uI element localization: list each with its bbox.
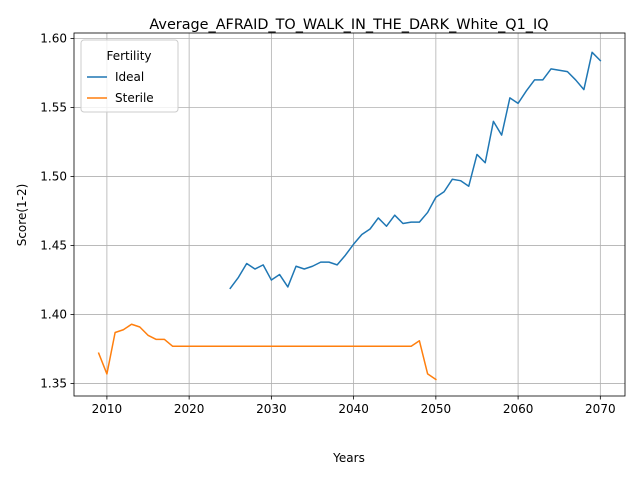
- legend-label-ideal: Ideal: [115, 70, 144, 84]
- series-line-ideal: [229, 51, 602, 290]
- y-tick-label-4: 1.55: [40, 101, 67, 115]
- series-line-sterile: [97, 323, 437, 381]
- y-tick-label-3: 1.50: [40, 170, 67, 184]
- y-tick-label-1: 1.40: [40, 308, 67, 322]
- x-axis-ticks: 2010 2020 2030 2040 2050 2060 2070: [92, 396, 616, 416]
- y-axis-ticks: 1.35 1.40 1.45 1.50 1.55 1.60: [40, 32, 74, 391]
- chart-title: Average_AFRAID_TO_WALK_IN_THE_DARK_White…: [149, 17, 548, 33]
- y-tick-label-0: 1.35: [40, 377, 67, 391]
- legend: Fertility Ideal Sterile: [80, 39, 179, 113]
- x-tick-label-2020: 2020: [174, 402, 205, 416]
- plot-frame: [73, 32, 626, 397]
- series-lines: [97, 51, 602, 381]
- legend-label-sterile: Sterile: [115, 91, 154, 105]
- legend-title: Fertility: [106, 49, 151, 63]
- y-tick-label-2: 1.45: [40, 239, 67, 253]
- grid-lines: [74, 33, 625, 396]
- y-axis-label: Score(1-2): [15, 184, 29, 247]
- legend-box: [80, 39, 179, 113]
- x-axis-label: Years: [332, 451, 365, 465]
- x-tick-label-2040: 2040: [338, 402, 369, 416]
- y-tick-label-5: 1.60: [40, 32, 67, 46]
- x-tick-label-2030: 2030: [256, 402, 287, 416]
- x-tick-label-2010: 2010: [92, 402, 123, 416]
- x-tick-label-2070: 2070: [585, 402, 616, 416]
- x-tick-label-2050: 2050: [421, 402, 452, 416]
- x-tick-label-2060: 2060: [503, 402, 534, 416]
